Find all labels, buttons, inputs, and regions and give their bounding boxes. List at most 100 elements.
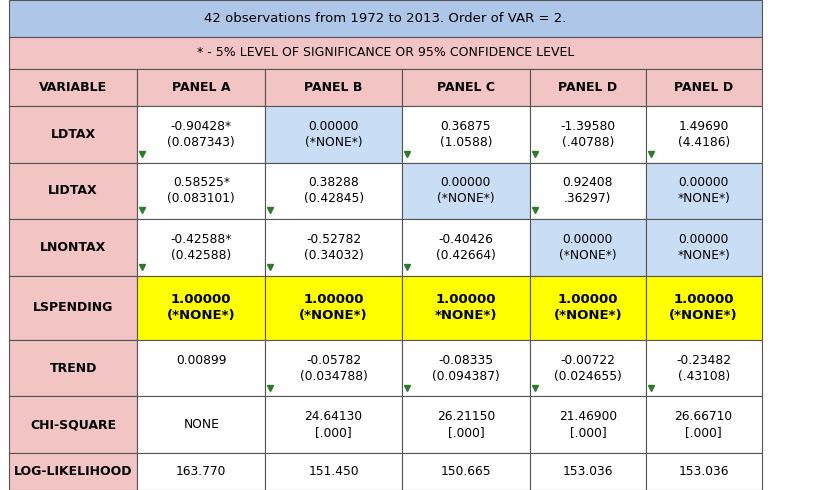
FancyBboxPatch shape	[9, 37, 762, 69]
Text: -0.90428*
(0.087343): -0.90428* (0.087343)	[167, 120, 235, 148]
FancyBboxPatch shape	[9, 453, 137, 490]
FancyBboxPatch shape	[402, 69, 530, 106]
Text: 42 observations from 1972 to 2013. Order of VAR = 2.: 42 observations from 1972 to 2013. Order…	[204, 12, 567, 25]
Text: 153.036: 153.036	[563, 465, 613, 478]
Text: 21.46900
[.000]: 21.46900 [.000]	[558, 410, 617, 439]
Text: 0.00000
*NONE*): 0.00000 *NONE*)	[677, 233, 730, 262]
Text: 1.00000
(*NONE*): 1.00000 (*NONE*)	[670, 294, 738, 322]
FancyBboxPatch shape	[9, 0, 762, 37]
Text: -0.05782
(0.034788): -0.05782 (0.034788)	[299, 354, 368, 383]
FancyBboxPatch shape	[137, 163, 265, 219]
FancyBboxPatch shape	[530, 276, 645, 340]
Text: 150.665: 150.665	[441, 465, 492, 478]
FancyBboxPatch shape	[402, 276, 530, 340]
Text: 0.00000
(*NONE*): 0.00000 (*NONE*)	[437, 176, 495, 205]
Text: 1.00000
(*NONE*): 1.00000 (*NONE*)	[553, 294, 622, 322]
Text: -1.39580
(.40788): -1.39580 (.40788)	[560, 120, 615, 148]
FancyBboxPatch shape	[402, 163, 530, 219]
Text: 26.66710
[.000]: 26.66710 [.000]	[675, 410, 732, 439]
FancyBboxPatch shape	[265, 340, 402, 396]
Text: 1.00000
(*NONE*): 1.00000 (*NONE*)	[167, 294, 236, 322]
Text: PANEL D: PANEL D	[674, 81, 733, 94]
Text: 151.450: 151.450	[308, 465, 359, 478]
FancyBboxPatch shape	[265, 453, 402, 490]
Text: LOG-LIKELIHOOD: LOG-LIKELIHOOD	[14, 465, 132, 478]
Text: 1.00000
*NONE*): 1.00000 *NONE*)	[435, 294, 497, 322]
Text: LNONTAX: LNONTAX	[40, 241, 106, 254]
Text: -0.42588*
(0.42588): -0.42588* (0.42588)	[171, 233, 232, 262]
Text: -0.08335
(0.094387): -0.08335 (0.094387)	[432, 354, 500, 383]
FancyBboxPatch shape	[137, 396, 265, 453]
Text: TREND: TREND	[49, 362, 97, 375]
FancyBboxPatch shape	[9, 396, 137, 453]
FancyBboxPatch shape	[402, 396, 530, 453]
Text: 0.36875
(1.0588): 0.36875 (1.0588)	[440, 120, 492, 148]
FancyBboxPatch shape	[645, 396, 762, 453]
FancyBboxPatch shape	[645, 453, 762, 490]
FancyBboxPatch shape	[137, 69, 265, 106]
Text: 163.770: 163.770	[176, 465, 227, 478]
FancyBboxPatch shape	[265, 106, 402, 163]
Text: PANEL D: PANEL D	[558, 81, 618, 94]
FancyBboxPatch shape	[645, 276, 762, 340]
Text: LSPENDING: LSPENDING	[33, 301, 114, 314]
Text: LIDTAX: LIDTAX	[48, 184, 98, 197]
FancyBboxPatch shape	[402, 106, 530, 163]
Text: PANEL C: PANEL C	[437, 81, 495, 94]
FancyBboxPatch shape	[265, 163, 402, 219]
FancyBboxPatch shape	[402, 453, 530, 490]
Text: -0.23482
(.43108): -0.23482 (.43108)	[676, 354, 732, 383]
FancyBboxPatch shape	[645, 163, 762, 219]
Text: 0.00000
*NONE*): 0.00000 *NONE*)	[677, 176, 730, 205]
FancyBboxPatch shape	[265, 219, 402, 276]
Text: 153.036: 153.036	[679, 465, 729, 478]
FancyBboxPatch shape	[137, 106, 265, 163]
FancyBboxPatch shape	[9, 106, 137, 163]
FancyBboxPatch shape	[265, 276, 402, 340]
FancyBboxPatch shape	[9, 219, 137, 276]
FancyBboxPatch shape	[9, 69, 137, 106]
FancyBboxPatch shape	[265, 396, 402, 453]
FancyBboxPatch shape	[9, 340, 137, 396]
Text: -0.40426
(0.42664): -0.40426 (0.42664)	[436, 233, 496, 262]
FancyBboxPatch shape	[530, 219, 645, 276]
FancyBboxPatch shape	[137, 219, 265, 276]
Text: 0.00899: 0.00899	[176, 354, 227, 383]
FancyBboxPatch shape	[402, 219, 530, 276]
Text: -0.00722
(0.024655): -0.00722 (0.024655)	[554, 354, 622, 383]
FancyBboxPatch shape	[265, 69, 402, 106]
FancyBboxPatch shape	[137, 340, 265, 396]
Text: LDTAX: LDTAX	[50, 128, 95, 141]
Text: VARIABLE: VARIABLE	[39, 81, 107, 94]
Text: * - 5% LEVEL OF SIGNIFICANCE OR 95% CONFIDENCE LEVEL: * - 5% LEVEL OF SIGNIFICANCE OR 95% CONF…	[196, 47, 574, 59]
FancyBboxPatch shape	[530, 69, 645, 106]
FancyBboxPatch shape	[137, 453, 265, 490]
FancyBboxPatch shape	[530, 453, 645, 490]
FancyBboxPatch shape	[530, 163, 645, 219]
Text: 0.92408
.36297): 0.92408 .36297)	[563, 176, 613, 205]
Text: 26.21150
[.000]: 26.21150 [.000]	[436, 410, 495, 439]
Text: PANEL A: PANEL A	[172, 81, 231, 94]
FancyBboxPatch shape	[402, 340, 530, 396]
FancyBboxPatch shape	[9, 276, 137, 340]
Text: 0.00000
(*NONE*): 0.00000 (*NONE*)	[559, 233, 617, 262]
Text: 1.49690
(4.4186): 1.49690 (4.4186)	[677, 120, 730, 148]
Text: 24.64130
[.000]: 24.64130 [.000]	[304, 410, 363, 439]
Text: 0.38288
(0.42845): 0.38288 (0.42845)	[303, 176, 364, 205]
FancyBboxPatch shape	[9, 163, 137, 219]
FancyBboxPatch shape	[645, 219, 762, 276]
FancyBboxPatch shape	[530, 106, 645, 163]
FancyBboxPatch shape	[645, 106, 762, 163]
FancyBboxPatch shape	[645, 340, 762, 396]
Text: 0.00000
(*NONE*): 0.00000 (*NONE*)	[305, 120, 363, 148]
Text: 0.58525*
(0.083101): 0.58525* (0.083101)	[167, 176, 235, 205]
Text: NONE: NONE	[183, 418, 219, 431]
Text: -0.52782
(0.34032): -0.52782 (0.34032)	[303, 233, 364, 262]
FancyBboxPatch shape	[137, 276, 265, 340]
FancyBboxPatch shape	[530, 340, 645, 396]
Text: 1.00000
(*NONE*): 1.00000 (*NONE*)	[299, 294, 368, 322]
FancyBboxPatch shape	[530, 396, 645, 453]
FancyBboxPatch shape	[645, 69, 762, 106]
Text: PANEL B: PANEL B	[304, 81, 363, 94]
Text: CHI-SQUARE: CHI-SQUARE	[30, 418, 116, 431]
